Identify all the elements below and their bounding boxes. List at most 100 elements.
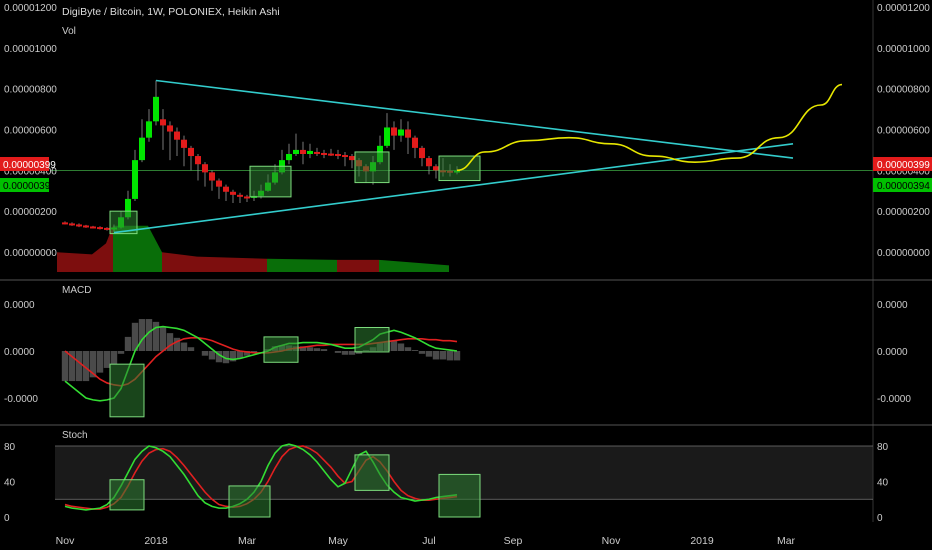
candle-body <box>188 147 194 157</box>
y-tick-label-right: 0.00000800 <box>877 85 930 96</box>
candle-body <box>391 127 397 136</box>
y-tick-label-right: 0.00001200 <box>877 3 930 14</box>
macd-histogram-bar <box>229 351 237 362</box>
macd-histogram-bar <box>201 351 209 356</box>
volume-bar <box>148 225 162 272</box>
candle <box>181 135 187 167</box>
candle <box>167 121 173 161</box>
macd-histogram-bar <box>411 350 419 351</box>
candle-body <box>405 129 411 138</box>
trend-annotations <box>113 79 843 234</box>
macd-histogram-bar <box>110 351 118 365</box>
highlight-box <box>438 473 481 518</box>
candle <box>223 184 229 201</box>
axis-labels: 0.00001200 0.00001200 0.00001000 0.00001000… <box>4 3 930 547</box>
candle <box>433 164 439 179</box>
candle-body <box>384 127 390 146</box>
svg-text:0.00000399: 0.00000399 <box>3 160 56 171</box>
candle <box>83 224 89 228</box>
x-tick-label: Jul <box>422 535 435 547</box>
candle-body <box>97 227 103 230</box>
x-tick-label: 2019 <box>690 535 714 547</box>
y-tick-label-right: 0.00000400 <box>877 166 930 177</box>
macd-histogram-bar <box>159 326 167 351</box>
candle <box>398 119 404 142</box>
macd-histogram-bar <box>208 351 216 360</box>
candle <box>419 145 425 167</box>
volume-bar <box>267 258 337 272</box>
volume-label: Vol <box>62 26 76 37</box>
x-tick-label: May <box>328 535 349 547</box>
trendline-upper <box>155 79 794 159</box>
highlight-box <box>228 485 271 518</box>
macd-histogram-bar <box>341 351 349 355</box>
y-tick-label-right: 0.0000 <box>877 347 908 358</box>
y-tick-label-left: 0.0000 <box>4 300 35 311</box>
macd-histogram-bar <box>320 349 328 351</box>
candle-body <box>181 139 187 148</box>
y-tick-label-left: 0.00001000 <box>4 44 57 55</box>
macd-histogram-bar <box>103 351 111 368</box>
macd-histogram-bar <box>425 351 433 357</box>
x-tick-label: Mar <box>777 535 796 547</box>
price-badge-left-red: 0.00000399 <box>0 157 56 171</box>
candle <box>244 194 250 202</box>
candle <box>216 178 222 199</box>
candle-body <box>244 196 250 199</box>
candle-body <box>328 153 334 156</box>
highlight-box <box>354 454 390 491</box>
candle <box>426 156 432 175</box>
macd-histogram-bar <box>348 351 356 355</box>
x-tick-label: Sep <box>504 535 523 547</box>
highlight-box <box>354 151 390 184</box>
macd-label: MACD <box>62 285 91 296</box>
macd-histogram-bar <box>250 351 258 353</box>
candle <box>307 143 313 159</box>
candle-body <box>76 224 82 227</box>
candle-body <box>83 225 89 228</box>
candle-body <box>307 150 313 154</box>
volume-bar <box>379 259 449 272</box>
candle-body <box>286 154 292 161</box>
candle <box>412 135 418 159</box>
candle <box>153 80 159 126</box>
y-tick-label-left: 0.00000400 <box>4 166 57 177</box>
candle-body <box>433 166 439 171</box>
macd-histogram-bar <box>145 319 153 351</box>
macd-histogram-bar <box>96 351 104 373</box>
y-tick-label-left: 0.00000200 <box>4 207 57 218</box>
y-tick-label-left: 0.00000600 <box>4 126 57 137</box>
candle-body <box>300 149 306 154</box>
candle <box>300 141 306 165</box>
highlight-box <box>438 155 481 182</box>
macd-histogram-bar <box>404 347 412 351</box>
highlight-box <box>354 327 390 353</box>
highlight-box <box>109 210 138 235</box>
candle <box>160 109 166 150</box>
price-badge-left-green: 0.00000394 <box>0 178 56 192</box>
price-badge-right-red: 0.00000399 <box>873 157 932 171</box>
y-tick-label-right: -0.0000 <box>877 394 911 405</box>
macd-histogram-bar <box>152 321 160 351</box>
y-tick-label-left: -0.0000 <box>4 394 38 405</box>
candle-body <box>216 180 222 187</box>
svg-text:0.00000394: 0.00000394 <box>877 181 930 192</box>
macd-histogram-bar <box>82 351 90 382</box>
candle-body <box>342 155 348 158</box>
macd-histogram-bar <box>215 351 223 363</box>
y-tick-label-left: 0.00001200 <box>4 3 57 14</box>
candle-body <box>160 119 166 126</box>
candle-body <box>349 156 355 161</box>
candle <box>202 162 208 187</box>
volume-bar <box>92 243 106 272</box>
volume-bar <box>197 256 267 272</box>
candle-body <box>209 172 215 181</box>
candle <box>69 222 75 226</box>
macd-histogram-bar <box>446 351 454 361</box>
candle <box>335 149 341 160</box>
projection-curve <box>456 83 843 172</box>
candle <box>174 127 180 157</box>
macd-histogram-bar <box>68 351 76 382</box>
highlight-boxes <box>109 151 481 518</box>
